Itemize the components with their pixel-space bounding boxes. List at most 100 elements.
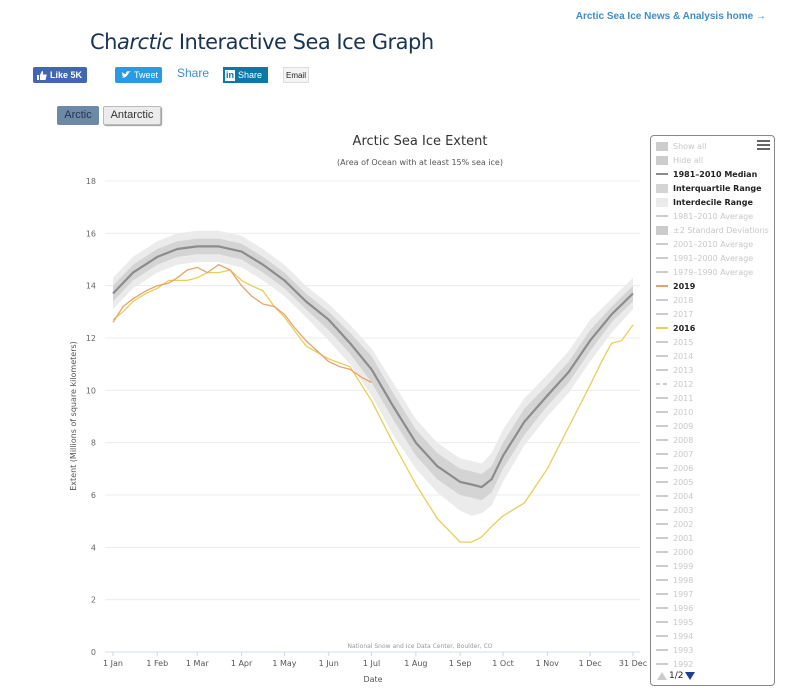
- legend-line-icon: [656, 341, 668, 343]
- linkedin-share-button[interactable]: in Share: [223, 67, 268, 83]
- y-tick-label: 0: [91, 648, 96, 657]
- legend-item[interactable]: 1994: [656, 629, 693, 643]
- legend-line-icon: [656, 285, 668, 287]
- legend-item[interactable]: 1979–1990 Average: [656, 265, 753, 279]
- legend-item[interactable]: 1998: [656, 573, 693, 587]
- tab-arctic[interactable]: Arctic: [57, 106, 99, 125]
- page-title: Charctic Interactive Sea Ice Graph: [90, 30, 434, 54]
- x-tick-label: 1 Feb: [146, 659, 168, 668]
- legend-item[interactable]: 2015: [656, 335, 693, 349]
- legend-item[interactable]: 2016: [656, 321, 695, 335]
- legend-item[interactable]: 1995: [656, 615, 693, 629]
- legend-item[interactable]: 1997: [656, 587, 693, 601]
- legend-line-icon: [656, 425, 668, 427]
- legend-line-icon: [656, 607, 668, 609]
- legend-line-icon: [656, 355, 668, 357]
- y-tick-label: 14: [86, 282, 96, 291]
- legend-item[interactable]: 2003: [656, 503, 693, 517]
- median-line: [112, 245, 634, 489]
- x-tick-label: 1 Sep: [449, 659, 472, 668]
- legend-line-icon: [656, 649, 668, 651]
- legend-item[interactable]: 1996: [656, 601, 693, 615]
- legend-item[interactable]: 2009: [656, 419, 693, 433]
- legend-item[interactable]: Show all: [656, 139, 706, 153]
- x-tick-label: 1 Apr: [231, 659, 253, 668]
- legend-item[interactable]: 2013: [656, 363, 693, 377]
- legend-item[interactable]: 1999: [656, 559, 693, 573]
- legend-item[interactable]: 2018: [656, 293, 693, 307]
- legend-item[interactable]: Interquartile Range: [656, 181, 762, 195]
- legend-item-label: 1994: [673, 631, 694, 641]
- legend-line-icon: [656, 635, 668, 637]
- legend-item-label: 2006: [673, 463, 694, 473]
- legend-item-label: 2018: [673, 295, 694, 305]
- legend-item[interactable]: 2006: [656, 461, 693, 475]
- home-link[interactable]: Arctic Sea Ice News & Analysis home →: [575, 11, 766, 22]
- title-italic: arctic: [116, 30, 173, 54]
- x-tick-label: 1 Oct: [492, 659, 513, 668]
- email-button[interactable]: Email: [283, 67, 309, 83]
- share-link[interactable]: Share: [177, 66, 210, 80]
- legend-item[interactable]: 1981–2010 Median: [656, 167, 757, 181]
- legend-item-label: 2015: [673, 337, 694, 347]
- legend-item[interactable]: 1993: [656, 643, 693, 657]
- facebook-like-button[interactable]: Like 5K: [33, 67, 87, 83]
- legend-line-icon: [656, 397, 668, 399]
- series-2019-line: [112, 264, 372, 384]
- legend-item[interactable]: 2011: [656, 391, 693, 405]
- legend-item-label: 2013: [673, 365, 694, 375]
- legend-item-label: 2000: [673, 547, 694, 557]
- x-tick-label: 1 Nov: [536, 659, 560, 668]
- legend-item[interactable]: 2008: [656, 433, 693, 447]
- legend-item[interactable]: Interdecile Range: [656, 195, 753, 209]
- legend-item[interactable]: ±2 Standard Deviations: [656, 223, 769, 237]
- legend-item-label: 2011: [673, 393, 694, 403]
- legend-line-icon: [656, 565, 668, 567]
- legend-line-icon: [656, 271, 668, 273]
- legend-item[interactable]: 2014: [656, 349, 693, 363]
- legend-item[interactable]: 2000: [656, 545, 693, 559]
- legend-item[interactable]: 2001–2010 Average: [656, 237, 753, 251]
- legend-item[interactable]: 2001: [656, 531, 693, 545]
- legend-box-icon: [656, 197, 668, 207]
- legend-item[interactable]: 1991–2000 Average: [656, 251, 753, 265]
- legend-item[interactable]: 2012: [656, 377, 693, 391]
- y-tick-label: 6: [91, 491, 96, 500]
- legend-line-icon: [656, 439, 668, 441]
- legend-item-label: 1999: [673, 561, 694, 571]
- legend-item[interactable]: 2017: [656, 307, 693, 321]
- legend-item[interactable]: 2002: [656, 517, 693, 531]
- legend-item-label: 1979–1990 Average: [673, 267, 754, 277]
- thumbs-up-icon: [37, 70, 47, 80]
- legend-item-label: Show all: [673, 141, 707, 151]
- legend-item-label: Hide all: [673, 155, 704, 165]
- tab-antarctic[interactable]: Antarctic: [103, 106, 161, 125]
- pager-down-arrow-icon[interactable]: [685, 672, 696, 680]
- series-2016-line: [112, 269, 634, 543]
- legend-item[interactable]: Hide all: [656, 153, 703, 167]
- legend-item-label: 2010: [673, 407, 694, 417]
- legend-item[interactable]: 1981–2010 Average: [656, 209, 753, 223]
- title-prefix: Ch: [90, 30, 117, 54]
- legend-item[interactable]: 2019: [656, 279, 695, 293]
- legend-item-label: 2009: [673, 421, 694, 431]
- pager-text: 1/2: [669, 671, 684, 681]
- legend-pager: 1/2: [657, 671, 696, 681]
- tweet-button[interactable]: Tweet: [115, 67, 162, 83]
- legend-item-label: 2019: [673, 281, 696, 291]
- legend-item[interactable]: 2007: [656, 447, 693, 461]
- legend-item[interactable]: 2005: [656, 475, 693, 489]
- hamburger-menu-icon[interactable]: [757, 140, 770, 150]
- legend-item[interactable]: 2004: [656, 489, 693, 503]
- legend-item-label: 1993: [673, 645, 694, 655]
- legend-item-label: 1996: [673, 603, 694, 613]
- legend-line-icon: [656, 369, 668, 371]
- legend-line-icon: [656, 467, 668, 469]
- legend-line-icon: [656, 327, 668, 329]
- x-tick-label: 1 Jan: [103, 659, 123, 668]
- legend-item-label: 1981–2010 Median: [673, 169, 758, 179]
- legend-item[interactable]: 1992: [656, 657, 693, 671]
- legend-item[interactable]: 2010: [656, 405, 693, 419]
- pager-up-arrow-icon[interactable]: [657, 672, 667, 680]
- legend-item-label: 2012: [673, 379, 694, 389]
